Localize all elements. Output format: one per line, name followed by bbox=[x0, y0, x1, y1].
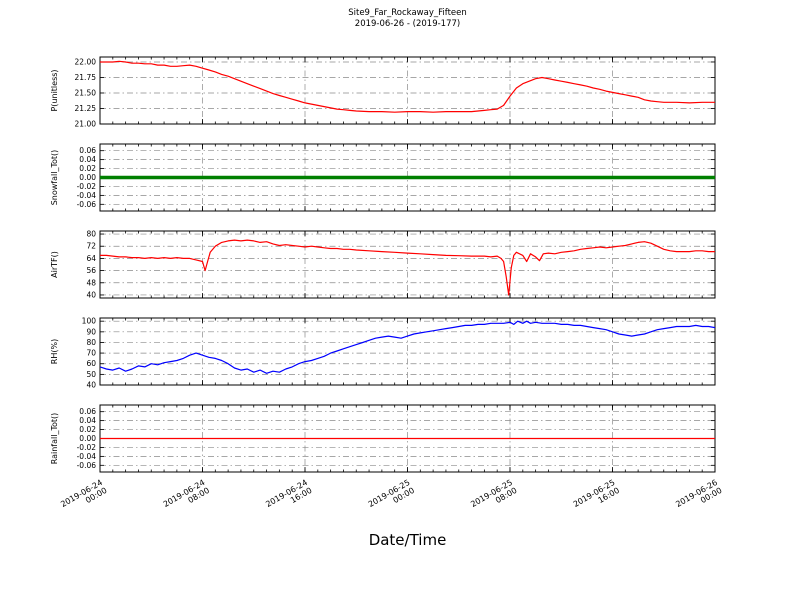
y-axis-label-3: RH(%) bbox=[50, 339, 59, 364]
y-tick-label: 0.04 bbox=[79, 155, 96, 164]
y-tick-label: 64 bbox=[86, 254, 96, 263]
chart-panel-4: -0.06-0.04-0.020.000.020.040.06 Rainfall_… bbox=[50, 404, 716, 473]
y-tick-label: 40 bbox=[86, 290, 96, 299]
x-tick-label: 2019-06-2600:00 bbox=[674, 478, 723, 517]
y-axis-label-4: Rainfall_Tot() bbox=[50, 413, 59, 465]
y-tick-label: 0.04 bbox=[79, 416, 96, 425]
x-tick-label: 2019-06-2508:00 bbox=[469, 478, 518, 517]
y-tick-label: 0.02 bbox=[79, 425, 96, 434]
data-series-line bbox=[100, 239, 715, 296]
x-tick-label: 2019-06-2400:00 bbox=[59, 478, 108, 517]
y-tick-label: -0.04 bbox=[77, 191, 97, 200]
y-tick-label: 90 bbox=[86, 327, 96, 336]
y-tick-label: -0.06 bbox=[77, 461, 97, 470]
y-axis-label-2: AirTF() bbox=[50, 251, 59, 278]
y-tick-label: 0.00 bbox=[79, 434, 96, 443]
y-tick-label: 22.00 bbox=[75, 57, 97, 66]
y-tick-label: -0.06 bbox=[77, 200, 97, 209]
x-tick-label: 2019-06-2408:00 bbox=[162, 478, 211, 517]
y-tick-label: 0.06 bbox=[79, 407, 96, 416]
y-tick-label: 80 bbox=[86, 338, 96, 347]
y-axis-label-1: Snowfall_Tot() bbox=[50, 150, 59, 206]
y-tick-label: 100 bbox=[82, 317, 97, 326]
figure-title: Site9_Far_Rockaway_Fifteen 2019-06-26 - … bbox=[0, 8, 800, 30]
data-series-line bbox=[100, 320, 715, 374]
x-axis-title: Date/Time bbox=[368, 531, 447, 549]
y-tick-label: 48 bbox=[86, 278, 96, 287]
plot-title: Site9_Far_Rockaway_Fifteen bbox=[348, 8, 467, 18]
y-tick-label: 72 bbox=[86, 242, 96, 251]
y-tick-label: 50 bbox=[86, 370, 96, 379]
x-tick-label: 2019-06-2516:00 bbox=[572, 478, 621, 517]
y-tick-label: 0.02 bbox=[79, 164, 96, 173]
y-tick-label: -0.02 bbox=[77, 182, 97, 191]
y-tick-label: 21.75 bbox=[75, 73, 97, 82]
y-tick-label: 40 bbox=[86, 381, 96, 390]
y-tick-label: 70 bbox=[86, 349, 96, 358]
chart-panel-2: 40 48 56 64 72 80 AirTF() bbox=[50, 230, 716, 299]
y-tick-label: 21.00 bbox=[75, 120, 97, 129]
chart-panel-1: -0.06-0.04-0.020.000.020.040.06 Snowfall_… bbox=[50, 143, 716, 212]
y-tick-label: 0.06 bbox=[79, 146, 96, 155]
plot-subtitle: 2019-06-26 - (2019-177) bbox=[354, 19, 461, 29]
y-tick-label: 60 bbox=[86, 359, 96, 368]
y-tick-label: -0.02 bbox=[77, 443, 97, 452]
y-tick-label: 21.50 bbox=[75, 88, 97, 97]
y-axis-label-0: P(unitless) bbox=[50, 69, 59, 111]
x-axis-tick-labels: 2019-06-2400:00 2019-06-2408:00 2019-06-24… bbox=[59, 478, 723, 517]
y-tick-label: 0.00 bbox=[79, 173, 96, 182]
y-tick-label: 56 bbox=[86, 266, 96, 275]
chart-panel-0: 21.00 21.25 21.50 21.75 22.00 P(unitless) bbox=[50, 56, 716, 129]
y-tick-label: 21.25 bbox=[75, 104, 97, 113]
y-tick-label: 80 bbox=[86, 230, 96, 239]
x-tick-label: 2019-06-2416:00 bbox=[264, 478, 313, 517]
x-tick-label: 2019-06-2500:00 bbox=[367, 478, 416, 517]
y-tick-label: -0.04 bbox=[77, 452, 97, 461]
data-series-line bbox=[100, 60, 715, 113]
